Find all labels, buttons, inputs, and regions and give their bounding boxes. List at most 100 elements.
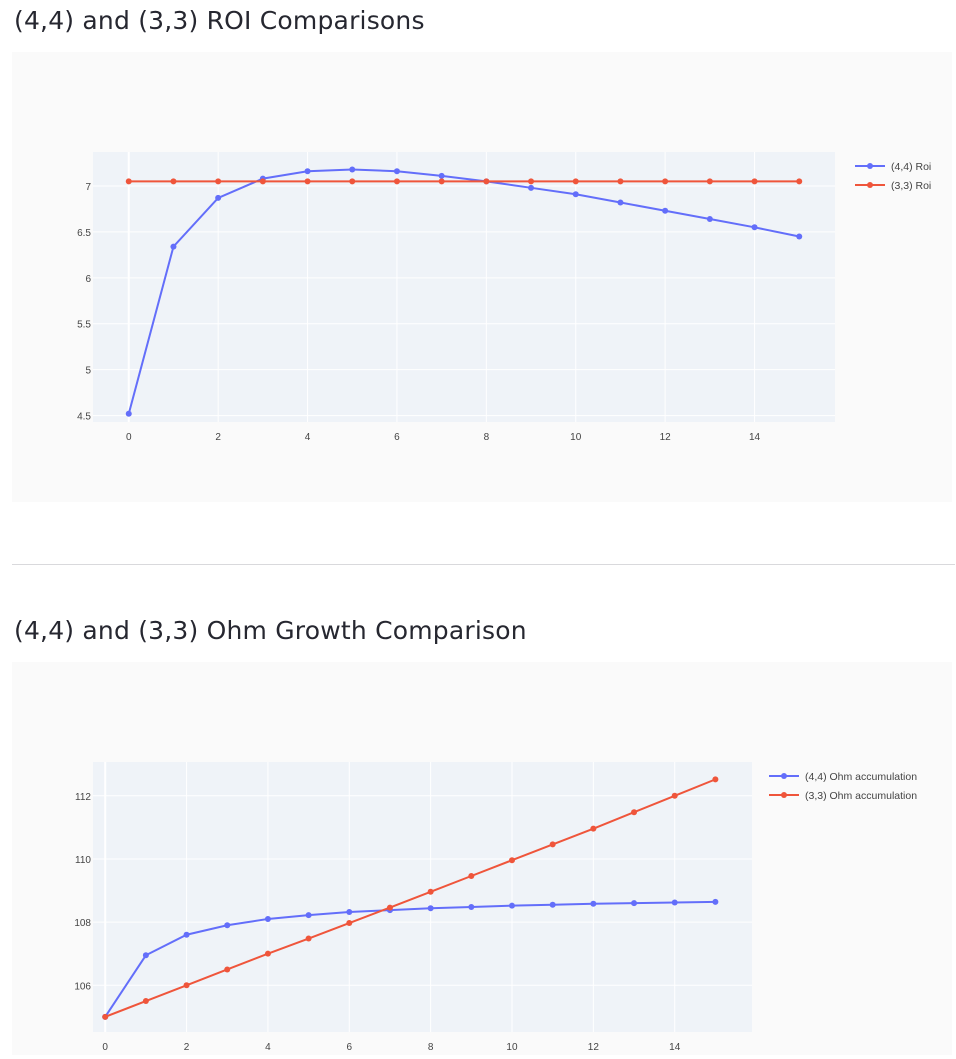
- roi-legend-label[interactable]: (4,4) Roi: [891, 161, 931, 173]
- roi-series-1-point[interactable]: [706, 178, 713, 185]
- ohm-series-1-point[interactable]: [549, 841, 556, 848]
- ohm-y-tick-label: 108: [74, 918, 91, 929]
- ohm-series-1-point[interactable]: [224, 966, 231, 973]
- roi-series-1-point[interactable]: [662, 178, 669, 185]
- ohm-legend-label[interactable]: (4,4) Ohm accumulation: [805, 771, 917, 783]
- ohm-series-0-point[interactable]: [468, 903, 475, 910]
- ohm-y-tick-label: 112: [75, 792, 91, 803]
- roi-series-0-point[interactable]: [125, 410, 132, 417]
- ohm-series-0-point[interactable]: [305, 912, 312, 919]
- ohm-y-tick-label: 106: [74, 981, 91, 992]
- ohm-series-1-point[interactable]: [346, 920, 353, 927]
- roi-x-tick-label: 8: [484, 432, 490, 443]
- ohm-series-0-point[interactable]: [671, 899, 678, 906]
- ohm-series-1-point[interactable]: [264, 950, 271, 957]
- roi-series-0-line[interactable]: [127, 168, 800, 414]
- roi-series-0-point[interactable]: [304, 168, 311, 175]
- roi-y-tick-label: 5.5: [77, 320, 91, 331]
- roi-series-0-point[interactable]: [706, 216, 713, 223]
- ohm-series-1-point[interactable]: [102, 1013, 109, 1020]
- ohm-series-1-point[interactable]: [142, 998, 149, 1005]
- ohm-series-0-point[interactable]: [264, 915, 271, 922]
- roi-series-0-point[interactable]: [438, 172, 445, 179]
- ohm-series-0-point[interactable]: [508, 902, 515, 909]
- ohm-series-0-point[interactable]: [142, 952, 149, 959]
- roi-legend-swatch-point: [867, 182, 873, 188]
- ohm-series-1-point[interactable]: [631, 809, 638, 816]
- roi-series-1-point[interactable]: [483, 178, 490, 185]
- roi-series-1-point[interactable]: [215, 178, 222, 185]
- roi-series-0-point[interactable]: [751, 224, 758, 231]
- roi-series-1-point[interactable]: [751, 178, 758, 185]
- ohm-x-tick-label: 12: [588, 1042, 600, 1053]
- roi-series-1-point[interactable]: [796, 178, 803, 185]
- ohm-x-tick-label: 2: [184, 1042, 190, 1053]
- ohm-series-1-point[interactable]: [671, 792, 678, 799]
- roi-y-tick-label: 6: [85, 274, 91, 285]
- roi-x-tick-label: 14: [749, 432, 761, 443]
- roi-series-1-point[interactable]: [125, 178, 132, 185]
- roi-series-0-point[interactable]: [393, 168, 400, 175]
- ohm-series-1-line[interactable]: [104, 778, 716, 1018]
- roi-series-0-point[interactable]: [215, 194, 222, 201]
- roi-series-1-point[interactable]: [259, 178, 266, 185]
- ohm-series-1-point[interactable]: [508, 857, 515, 864]
- ohm-legend-label[interactable]: (3,3) Ohm accumulation: [805, 790, 917, 802]
- ohm-legend-swatch-point: [781, 792, 787, 798]
- roi-y-tick-label: 6.5: [77, 228, 91, 239]
- roi-section-title: (4,4) and (3,3) ROI Comparisons: [14, 6, 425, 35]
- roi-series-0-point[interactable]: [662, 207, 669, 214]
- roi-y-tick-label: 7: [85, 182, 91, 193]
- roi-series-1-point[interactable]: [572, 178, 579, 185]
- roi-series-1-point[interactable]: [349, 178, 356, 185]
- roi-series-1-point[interactable]: [617, 178, 624, 185]
- roi-x-tick-label: 0: [126, 432, 132, 443]
- ohm-plot-area: [93, 762, 752, 1032]
- ohm-x-tick-label: 8: [428, 1042, 434, 1053]
- ohm-series-0-point[interactable]: [590, 900, 597, 907]
- roi-line-chart[interactable]: 0 2 4 6 8 10 12 14 4.5 5 5.5 6 6.5 7 (4,4) Roi (3,3) Ro…: [12, 52, 952, 502]
- roi-series-0-point[interactable]: [572, 191, 579, 198]
- ohm-x-tick-label: 4: [265, 1042, 271, 1053]
- roi-series-0-point[interactable]: [796, 233, 803, 240]
- ohm-series-1-point[interactable]: [183, 982, 190, 989]
- ohm-y-tick-label: 110: [75, 855, 91, 866]
- roi-y-tick-label: 4.5: [77, 412, 91, 423]
- roi-series-0-point[interactable]: [617, 199, 624, 206]
- roi-series-1-point[interactable]: [304, 178, 311, 185]
- ohm-series-1-point[interactable]: [386, 904, 393, 911]
- roi-legend-label[interactable]: (3,3) Roi: [891, 180, 931, 192]
- ohm-x-tick-label: 6: [346, 1042, 352, 1053]
- ohm-series-0-point[interactable]: [631, 900, 638, 907]
- roi-series-0-point[interactable]: [349, 166, 356, 173]
- roi-x-tick-label: 4: [305, 432, 311, 443]
- ohm-x-tick-label: 10: [506, 1042, 518, 1053]
- roi-series-1-point[interactable]: [393, 178, 400, 185]
- ohm-series-0-line[interactable]: [104, 900, 716, 1018]
- ohm-series-1-point[interactable]: [590, 825, 597, 832]
- ohm-x-tick-label: 14: [669, 1042, 681, 1053]
- ohm-series-1-point[interactable]: [468, 873, 475, 879]
- ohm-series-0-point[interactable]: [427, 905, 434, 912]
- ohm-series-0-point[interactable]: [224, 922, 231, 929]
- ohm-legend-swatch-point: [781, 773, 787, 779]
- ohm-series-1-point[interactable]: [712, 776, 719, 783]
- roi-series-0-point[interactable]: [528, 184, 535, 191]
- ohm-series-0-point[interactable]: [183, 931, 190, 938]
- roi-series-1-point[interactable]: [528, 178, 535, 185]
- ohm-series-1-point[interactable]: [305, 935, 312, 942]
- ohm-line-chart[interactable]: 0 2 4 6 8 10 12 14 106 108 110 112 (4,4) Ohm accumul…: [12, 662, 952, 1055]
- roi-x-tick-label: 6: [394, 432, 400, 443]
- ohm-series-1-point[interactable]: [427, 888, 434, 895]
- roi-legend-swatch-point: [867, 163, 873, 169]
- ohm-x-tick-label: 0: [102, 1042, 108, 1053]
- ohm-series-0-point[interactable]: [712, 898, 719, 905]
- roi-series-1-point[interactable]: [438, 178, 445, 185]
- section-divider: [12, 564, 955, 565]
- ohm-series-0-point[interactable]: [549, 901, 556, 908]
- roi-x-tick-label: 2: [215, 432, 221, 443]
- roi-y-tick-label: 5: [85, 366, 91, 377]
- roi-series-0-point[interactable]: [170, 243, 177, 250]
- roi-series-1-point[interactable]: [170, 178, 177, 185]
- ohm-series-0-point[interactable]: [346, 909, 353, 915]
